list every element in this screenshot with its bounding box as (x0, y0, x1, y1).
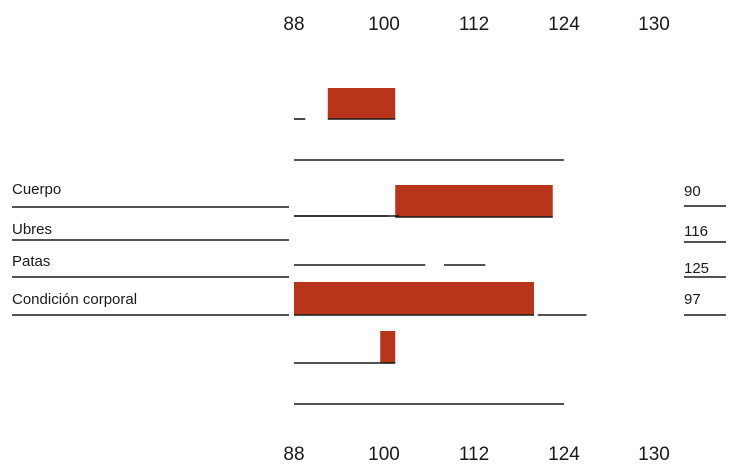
bar (294, 282, 534, 315)
category-labels: Cuerpo Ubres Patas Condición corporal (12, 181, 137, 308)
tick-label: 130 (638, 444, 670, 465)
x-axis-top: 88 100 112 124 130 (283, 14, 669, 35)
tick-label: 100 (368, 444, 400, 465)
x-axis-bottom: 88 100 112 124 130 (283, 444, 669, 465)
category-label: Condición corporal (12, 291, 137, 308)
tick-label: 130 (638, 14, 670, 35)
tick-label: 112 (459, 14, 489, 35)
value-label: 116 (684, 223, 708, 240)
tick-label: 88 (283, 14, 304, 35)
segments (294, 118, 587, 405)
tick-label: 112 (459, 444, 489, 465)
category-label: Cuerpo (12, 181, 61, 198)
category-rules (12, 206, 289, 316)
tick-label: 88 (283, 444, 304, 465)
tick-label: 124 (548, 444, 580, 465)
bars (294, 88, 553, 364)
value-labels: 90 116 125 97 (684, 183, 709, 308)
tick-label: 100 (368, 14, 400, 35)
tick-label: 124 (548, 14, 580, 35)
value-label: 90 (684, 183, 701, 200)
bar (327, 88, 396, 119)
value-rules (684, 205, 726, 316)
value-label: 125 (684, 260, 709, 277)
category-label: Ubres (12, 221, 52, 238)
bar (380, 331, 396, 363)
category-label: Patas (12, 253, 50, 270)
value-label: 97 (684, 291, 701, 308)
bar (395, 185, 553, 217)
